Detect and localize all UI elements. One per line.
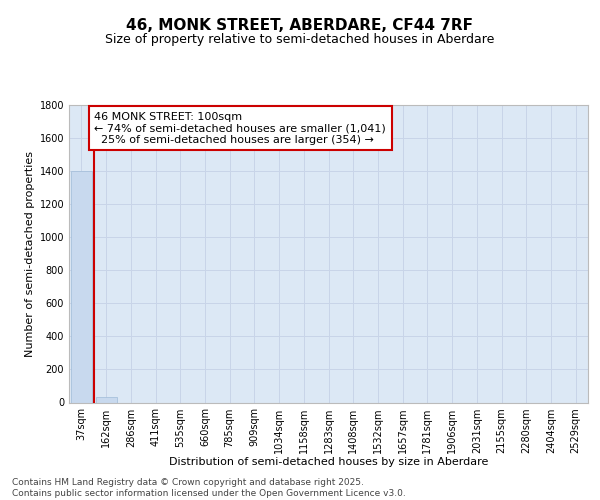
X-axis label: Distribution of semi-detached houses by size in Aberdare: Distribution of semi-detached houses by … [169, 457, 488, 467]
Y-axis label: Number of semi-detached properties: Number of semi-detached properties [25, 151, 35, 357]
Text: 46 MONK STREET: 100sqm
← 74% of semi-detached houses are smaller (1,041)
  25% o: 46 MONK STREET: 100sqm ← 74% of semi-det… [94, 112, 386, 145]
Text: Size of property relative to semi-detached houses in Aberdare: Size of property relative to semi-detach… [106, 32, 494, 46]
Text: 46, MONK STREET, ABERDARE, CF44 7RF: 46, MONK STREET, ABERDARE, CF44 7RF [127, 18, 473, 32]
Text: Contains HM Land Registry data © Crown copyright and database right 2025.
Contai: Contains HM Land Registry data © Crown c… [12, 478, 406, 498]
Bar [71, 171, 92, 402]
Bar [95, 396, 116, 402]
